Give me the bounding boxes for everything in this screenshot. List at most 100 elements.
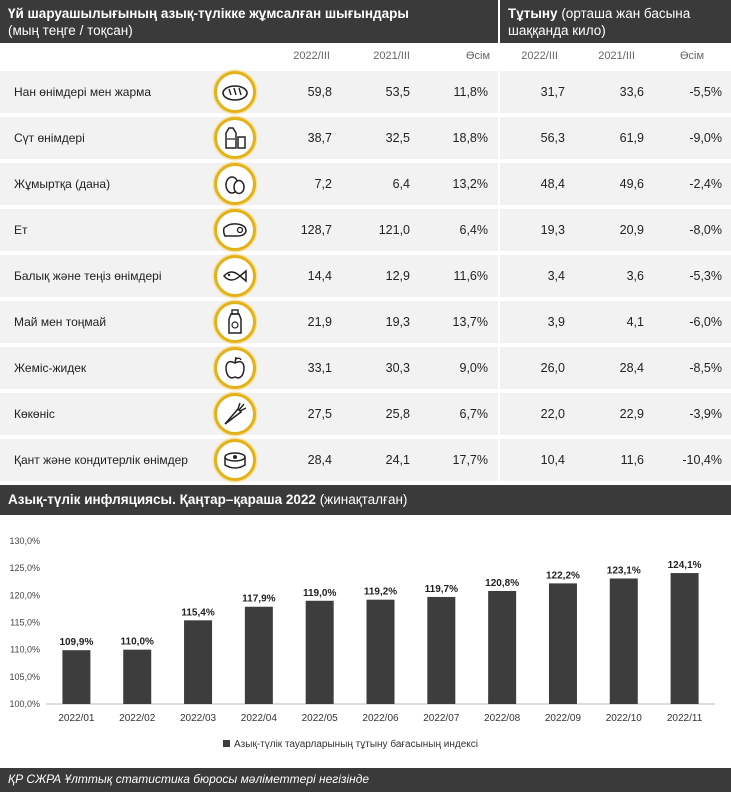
cell-exp-2022: 14,4 [307, 269, 332, 283]
cell-exp-2022: 7,2 [314, 177, 332, 191]
cell-cons-growth: -6,0% [689, 315, 722, 329]
cell-cons-2022: 26,0 [540, 361, 565, 375]
table-row [0, 347, 731, 389]
x-tick-label: 2022/08 [484, 713, 521, 724]
bar [670, 573, 699, 704]
bar [427, 596, 456, 704]
cell-exp-2021: 121,0 [378, 223, 410, 237]
cell-cons-2021: 20,9 [619, 223, 644, 237]
bar [123, 649, 152, 704]
row-label: Қант және кондитерлік өнімдер [14, 453, 188, 467]
cell-exp-2021: 30,3 [385, 361, 410, 375]
row-label: Ет [14, 223, 28, 237]
expenses-header: Үй шаруашылығының азық-түлікке жұмсалған… [0, 0, 498, 43]
bar [366, 599, 395, 704]
data-label: 124,1% [668, 560, 702, 571]
table-row [0, 117, 731, 159]
cell-cons-2022: 31,7 [540, 85, 565, 99]
legend-swatch [223, 740, 230, 747]
y-tick-label: 115,0% [10, 618, 40, 628]
consumption-subtitle: шаққанда кило) [508, 23, 606, 38]
cell-exp-growth: 13,7% [452, 315, 488, 329]
y-tick-label: 130,0% [9, 536, 40, 546]
consumption-title: Тұтыну (орташа жан басына [508, 5, 723, 22]
data-label: 117,9% [242, 594, 275, 605]
inflation-bar-chart: 100,0% 105,0% 110,0% 115,0% 120,0% 125,0% 130,… [9, 536, 715, 750]
cell-exp-2022: 33,1 [307, 361, 332, 375]
y-tick-label: 110,0% [10, 645, 40, 655]
apple-icon [214, 347, 256, 389]
cell-cons-2022: 48,4 [540, 177, 565, 191]
x-tick-label: 2022/05 [302, 713, 339, 724]
cell-cons-2021: 3,6 [626, 269, 644, 283]
cell-exp-growth: 17,7% [452, 453, 488, 467]
bar [62, 650, 91, 704]
table-row [0, 209, 731, 251]
cell-cons-2022: 22,0 [540, 407, 565, 421]
section-divider [498, 43, 500, 483]
cell-exp-2022: 128,7 [300, 223, 332, 237]
col-cons-2022: 2022/III [521, 50, 558, 62]
carrot-icon [214, 393, 256, 435]
cell-cons-2022: 56,3 [540, 131, 565, 145]
cell-cons-growth: -8,5% [689, 361, 722, 375]
x-tick-label: 2022/06 [362, 713, 399, 724]
cell-exp-2022: 21,9 [307, 315, 332, 329]
data-label: 115,4% [181, 607, 214, 618]
col-cons-2021: 2021/III [598, 50, 635, 62]
cell-cons-2021: 4,1 [626, 315, 644, 329]
x-tick-label: 2022/11 [667, 713, 703, 724]
cell-exp-growth: 6,7% [459, 407, 489, 421]
oil-bottle-icon [214, 301, 256, 343]
cake-icon [214, 439, 256, 481]
expenses-title: Үй шаруашылығының азық-түлікке жұмсалған… [8, 6, 409, 21]
cell-exp-growth: 9,0% [459, 361, 489, 375]
x-tick-label: 2022/07 [423, 713, 460, 724]
source-footer: ҚР СЖРА Ұлттық статистика бюросы мәлімет… [0, 768, 731, 792]
cell-exp-2022: 28,4 [307, 453, 332, 467]
data-label: 109,9% [59, 637, 93, 648]
y-tick-label: 125,0% [9, 563, 40, 573]
col-exp-2021: 2021/III [373, 50, 410, 62]
cell-exp-2021: 12,9 [385, 269, 410, 283]
data-label: 119,7% [425, 584, 458, 595]
cell-exp-2021: 24,1 [385, 453, 410, 467]
cell-cons-growth: -8,0% [689, 223, 722, 237]
bar [609, 578, 638, 704]
cell-exp-2021: 32,5 [385, 131, 410, 145]
cell-cons-2022: 19,3 [540, 223, 565, 237]
x-tick-label: 2022/10 [606, 713, 643, 724]
meat-icon [214, 209, 256, 251]
table-row [0, 255, 731, 297]
data-label: 119,2% [364, 587, 397, 598]
cell-exp-growth: 6,4% [459, 223, 489, 237]
x-tick-label: 2022/03 [180, 713, 217, 724]
chart-header: Азық-түлік инфляциясы. Қаңтар–қараша 202… [0, 485, 731, 515]
bar [488, 590, 517, 704]
row-label: Нан өнімдері мен жарма [14, 85, 152, 99]
data-label: 120,8% [485, 578, 519, 589]
x-tick-label: 2022/04 [241, 713, 278, 724]
table-row [0, 71, 731, 113]
bar [305, 600, 334, 704]
cell-exp-2022: 27,5 [307, 407, 332, 421]
cell-exp-2021: 25,8 [385, 407, 410, 421]
cell-cons-2022: 3,9 [547, 315, 565, 329]
fish-icon [214, 255, 256, 297]
table-row [0, 163, 731, 205]
y-tick-label: 105,0% [9, 672, 40, 682]
table-row [0, 439, 731, 481]
cell-cons-growth: -3,9% [689, 407, 722, 421]
cell-exp-growth: 13,2% [452, 177, 488, 191]
col-exp-growth: Өсім [465, 50, 490, 62]
data-label: 123,1% [607, 565, 641, 576]
chart-title-rest: (жинақталған) [315, 492, 408, 507]
cell-cons-2021: 11,6 [620, 453, 644, 467]
row-label: Сүт өнімдері [14, 131, 85, 145]
cell-exp-2022: 38,7 [307, 131, 332, 145]
cell-cons-2021: 61,9 [619, 131, 644, 145]
cell-cons-growth: -9,0% [689, 131, 722, 145]
cell-exp-growth: 11,8% [453, 85, 488, 99]
cell-cons-2021: 33,6 [619, 85, 644, 99]
row-label: Көкөніс [14, 407, 55, 421]
